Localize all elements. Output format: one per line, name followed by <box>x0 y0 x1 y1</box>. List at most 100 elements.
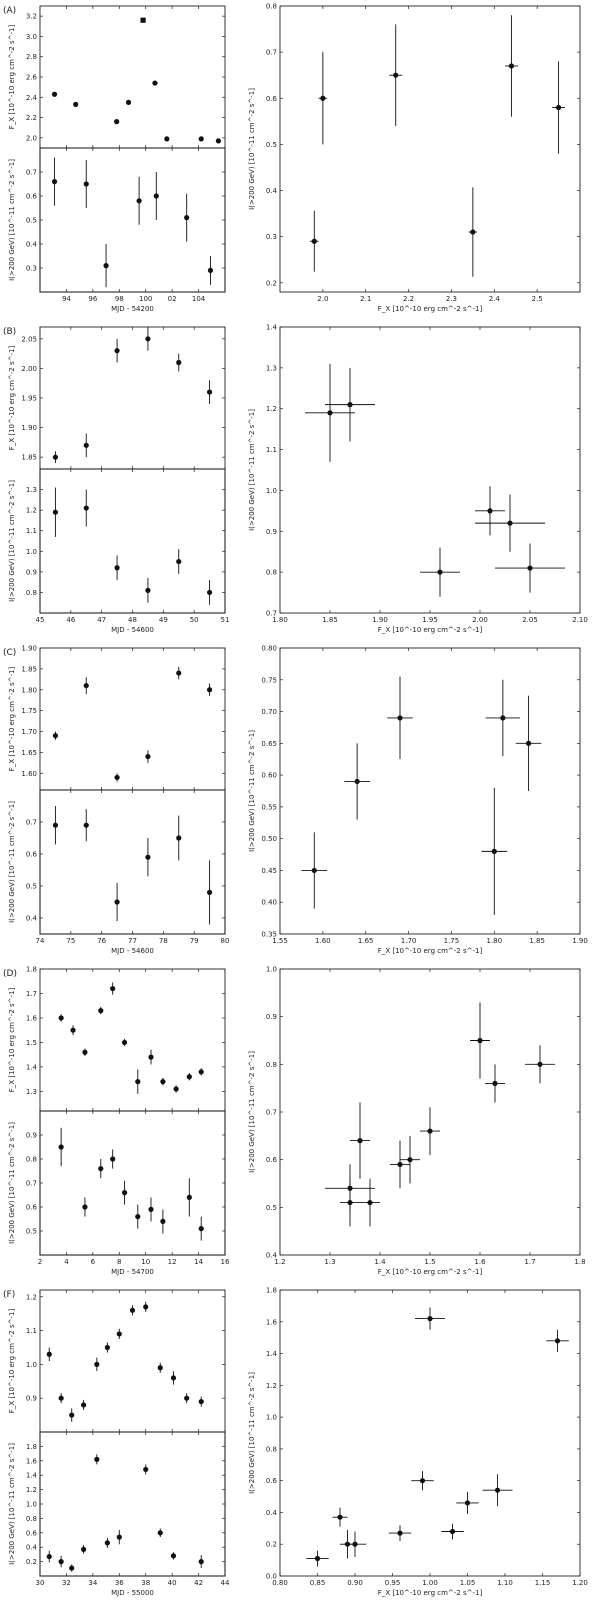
panel1-left-top-ytick-label: 2.05 <box>21 335 37 343</box>
panel2-left-bottom-ytick-label: 0.5 <box>26 883 37 891</box>
panel4-right-xtick-label: 1.05 <box>460 1579 476 1587</box>
panel0-left-top-point-0 <box>51 91 58 97</box>
panel4-right-xlabel: F_X [10^-10 erg cm^-2 s^-1] <box>378 1589 483 1597</box>
panel3-left-top-point-0 <box>58 1015 64 1021</box>
panel1-right-ytick-label: 1.1 <box>266 446 277 454</box>
panel0-left-bottom-xtick-label: 98 <box>115 295 124 303</box>
panel1-left-bottom-ytick-label: 1.2 <box>26 507 37 515</box>
panel4-left-bottom-ylabel: I(>200 GeV) [10^-11 cm^-2 s^-1] <box>8 1443 16 1565</box>
panel0-right-xtick-label: 2.5 <box>532 295 543 303</box>
panel2-left-bottom-point-0 <box>52 822 59 828</box>
panel3-left-top-ytick-label: 1.7 <box>26 990 37 998</box>
panel3-left-bottom-ytick-label: 0.8 <box>26 1156 37 1164</box>
panel1-right-xtick-label: 2.10 <box>572 616 588 624</box>
panel1-left-bottom-xtick-label: 47 <box>97 616 106 624</box>
panel0-left-bottom-point-6 <box>207 267 214 273</box>
panel1-right-ytick-label: 0.7 <box>266 610 277 618</box>
panel3-left-bottom-xtick-label: 12 <box>168 1258 177 1266</box>
panel2-right-ytick-label: 0.75 <box>261 676 277 684</box>
panel3-left-bottom-point-6 <box>148 1206 154 1212</box>
panel2-right-point-5 <box>525 740 532 746</box>
panel3-left-bottom-point-0 <box>58 1144 64 1150</box>
panel2-left-bottom-xtick-label: 76 <box>97 937 106 945</box>
panel2-right-xtick-label: 1.75 <box>444 937 460 945</box>
panel0-right-point-5 <box>555 104 562 111</box>
panel0-left-bottom-xtick-label: 100 <box>139 295 152 303</box>
panel0-right-xtick-label: 2.1 <box>360 295 371 303</box>
panel1-left-bottom-xtick-label: 50 <box>190 616 199 624</box>
panel4-right-ytick-label: 0.0 <box>266 1573 277 1581</box>
panel4-left-bottom-point-8 <box>157 1530 163 1536</box>
panel2-right-xtick-label: 1.70 <box>401 937 417 945</box>
panel3-left-bottom-ytick-label: 0.6 <box>26 1204 38 1212</box>
panel4-left-bottom-ytick-label: 0.6 <box>26 1529 38 1537</box>
panel3-right-ytick-label: 0.4 <box>266 1252 278 1260</box>
panel1-right-xtick-label: 1.90 <box>372 616 388 624</box>
panel0-left-top-point-4 <box>140 17 146 23</box>
panel4-left-bottom-xtick-label: 38 <box>141 1579 150 1587</box>
panel0-left-bottom-xtick-label: 94 <box>62 295 71 303</box>
panel4-left-top-point-0 <box>46 1351 52 1357</box>
panel4-left-bottom-point-0 <box>46 1553 52 1560</box>
panel4-left-bottom-xtick-label: 40 <box>168 1579 177 1587</box>
panel4-right-point-6 <box>427 1316 433 1322</box>
panel3-left-top-point-2 <box>82 1049 88 1055</box>
panel4-left-bottom-ytick-label: 1.4 <box>26 1472 38 1480</box>
panel0-left-top-ytick-label: 2.8 <box>26 53 37 61</box>
panel3-left-top-point-1 <box>70 1027 76 1033</box>
panel3-left-top-point-4 <box>110 985 116 992</box>
panel3-right-point-5 <box>407 1157 413 1163</box>
panel4-right-ytick-label: 0.2 <box>266 1541 277 1549</box>
panel2-left-bottom-point-1 <box>83 822 89 828</box>
panel2-left-bottom-point-3 <box>145 854 151 860</box>
panel0-right-ytick-label: 0.5 <box>266 141 277 149</box>
panel1-right-xtick-label: 2.00 <box>472 616 488 624</box>
panel2-left-bottom-xtick-label: 80 <box>221 937 230 945</box>
panel0-left-top-point-2 <box>114 119 120 125</box>
panel3-right-point-3 <box>367 1199 373 1206</box>
panel0-right-point-4 <box>508 63 515 69</box>
panel3-left-top-point-9 <box>173 1086 179 1092</box>
panel4-left-bottom-ytick-label: 1.8 <box>26 1443 37 1451</box>
panel4-left-bottom-ytick-label: 0.4 <box>26 1544 38 1552</box>
panel2-right-xtick-label: 1.60 <box>315 937 331 945</box>
panel0-left-bottom-frame <box>39 147 226 293</box>
panel4-left-top-point-6 <box>116 1331 122 1337</box>
panel3-right-xtick-label: 1.3 <box>324 1258 335 1266</box>
panel4-left-bottom-xtick-label: 34 <box>88 1579 97 1587</box>
panel4-left-top-ytick-label: 1.2 <box>26 1293 37 1301</box>
panel1-left-bottom-point-0 <box>52 509 59 515</box>
panel1-right-xtick-label: 1.85 <box>322 616 338 624</box>
panel2-right-ytick-label: 0.70 <box>261 708 277 716</box>
panel1-left-bottom-point-2 <box>114 565 120 571</box>
panel-label-3: (D) <box>3 969 17 979</box>
panel1-right-ytick-label: 1.4 <box>266 324 278 332</box>
panel3-left-bottom-xtick-label: 2 <box>38 1258 42 1266</box>
panel4-left-top-point-2 <box>69 1412 75 1418</box>
panel2-left-bottom-xlabel: MJD - 54600 <box>111 947 154 955</box>
panel3-left-top-ylabel: F_X [10^-10 erg cm^-2 s^-1] <box>8 988 16 1093</box>
panel4-right-ytick-label: 1.4 <box>266 1350 278 1358</box>
panel4-left-top-point-8 <box>143 1304 149 1310</box>
panel2-left-bottom-point-4 <box>176 835 182 841</box>
panel0-left-bottom-point-3 <box>136 198 142 204</box>
panel1-right-ytick-label: 0.9 <box>266 528 277 536</box>
panel1-left-top-ytick-label: 1.90 <box>21 424 37 432</box>
panel4-left-top-point-4 <box>94 1361 100 1367</box>
panel3-left-bottom-xtick-label: 14 <box>194 1258 203 1266</box>
panel3-right-point-8 <box>492 1080 498 1086</box>
panel1-left-bottom-ytick-label: 1.3 <box>26 486 37 494</box>
panel3-left-top-frame <box>39 968 226 1112</box>
panel3-right-point-7 <box>477 1037 483 1044</box>
panel2-left-top-point-3 <box>145 753 151 760</box>
panel4-left-bottom-point-2 <box>69 1565 75 1571</box>
panel2-left-bottom-point-5 <box>206 889 213 896</box>
panel4-left-bottom-xtick-label: 42 <box>194 1579 203 1587</box>
panel0-left-top-ytick-label: 2.6 <box>26 74 38 82</box>
panel3-left-bottom-ytick-label: 0.7 <box>26 1180 37 1188</box>
panel4-right-xtick-label: 0.90 <box>347 1579 363 1587</box>
panel3-right-ytick-label: 0.8 <box>266 1061 277 1069</box>
panel0-left-top-ytick-label: 3.0 <box>26 33 37 41</box>
panel2-right-xtick-label: 1.65 <box>358 937 374 945</box>
panel4-left-top-point-7 <box>129 1307 136 1313</box>
